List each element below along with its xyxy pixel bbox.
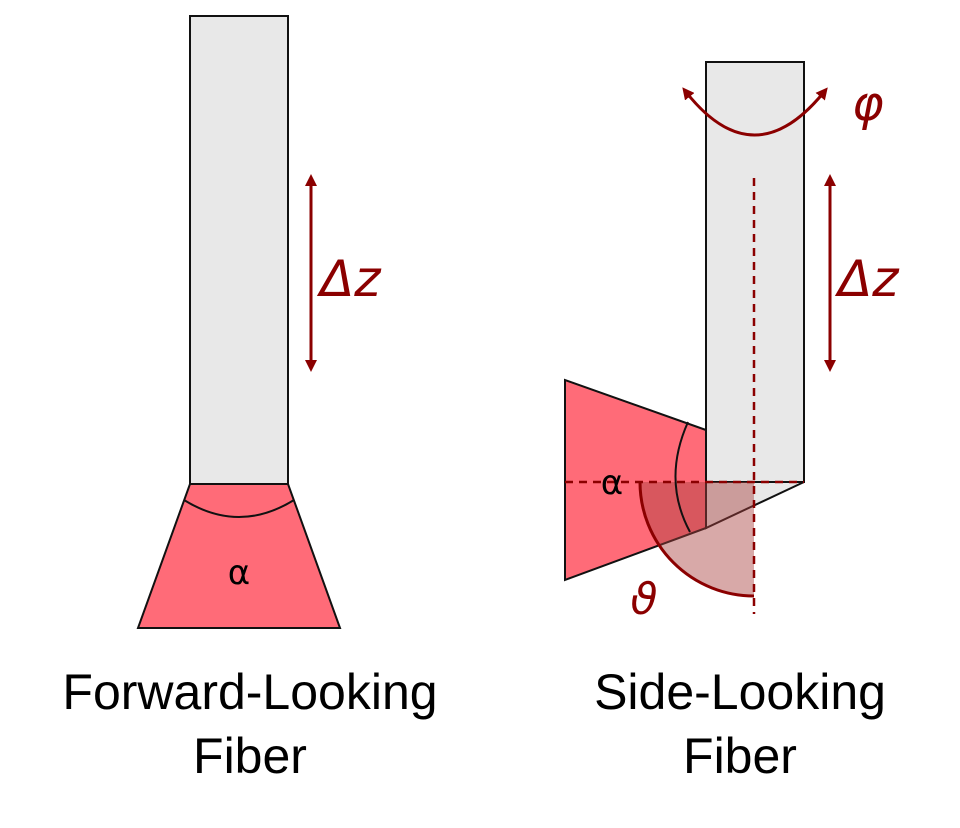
forward-caption-line1: Forward-Looking	[62, 664, 438, 720]
side-dz-label: Δz	[834, 250, 900, 308]
forward-alpha-arc	[183, 499, 295, 518]
side-caption-line1: Side-Looking	[594, 664, 886, 720]
forward-caption-line2: Fiber	[193, 728, 307, 784]
side-theta-arc	[638, 481, 755, 598]
forward-dz-label: Δz	[316, 250, 382, 308]
side-beam-cone	[564, 378, 707, 582]
side-caption-line2: Fiber	[683, 728, 797, 784]
forward-looking-fiber-group: α Δz	[136, 15, 382, 629]
side-alpha-label: α	[601, 463, 623, 503]
side-caption: Side-Looking Fiber	[520, 660, 960, 788]
forward-fiber-body	[189, 15, 289, 485]
side-looking-fiber-group: α ϑ φ Δz	[564, 61, 900, 625]
forward-caption: Forward-Looking Fiber	[0, 660, 500, 788]
side-theta-wedge	[640, 482, 754, 596]
side-theta-label: ϑ	[630, 574, 657, 625]
side-fiber-body-upper	[705, 61, 805, 483]
side-phi-label: φ	[852, 76, 884, 132]
side-phi-rotation-arrow	[682, 87, 828, 137]
side-alpha-arc	[674, 421, 691, 533]
forward-alpha-label: α	[228, 553, 250, 593]
